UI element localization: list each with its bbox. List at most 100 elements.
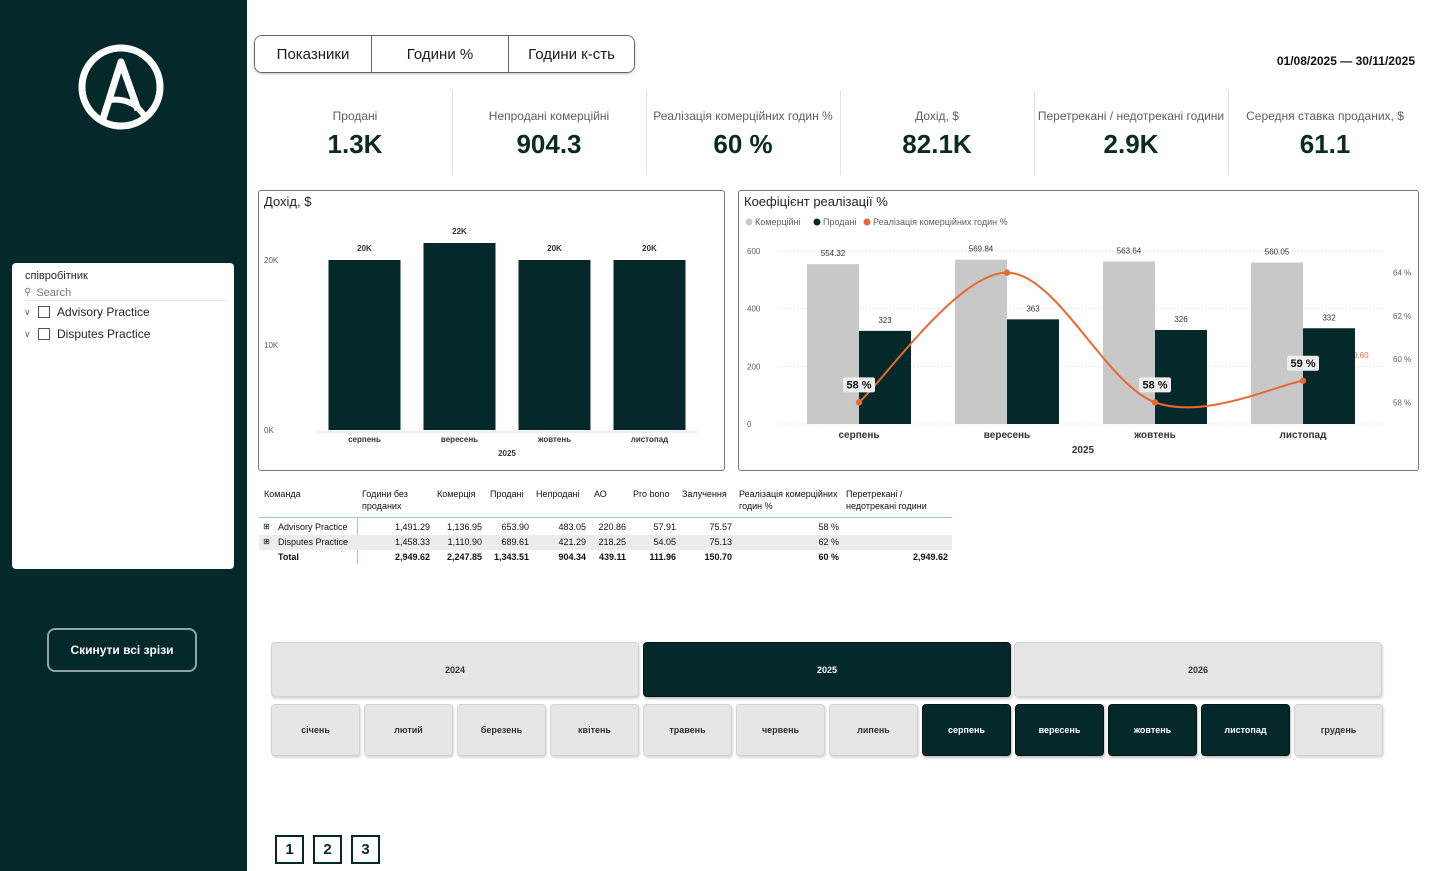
data-label: 59 % [1290, 358, 1315, 370]
tab-hours-percent[interactable]: Години % [372, 36, 509, 72]
data-label: 22K [452, 227, 467, 236]
table-cell: 57.91 [653, 522, 676, 532]
row-label: Disputes Practice [278, 537, 349, 547]
realization-point [855, 399, 863, 406]
date-separator: — [1340, 54, 1353, 68]
page-2-button[interactable]: 2 [313, 835, 342, 864]
realization-line [858, 271, 1304, 409]
table-cell: 421.29 [558, 537, 586, 547]
revenue-chart-card: Дохід, $ 0K 10K 20K 20K серпень 22K вересень 20… [258, 190, 725, 471]
table-cell: 2,949.62 [912, 552, 948, 562]
tab-hours-count[interactable]: Години к-сть [509, 36, 634, 72]
x-tick-label: серпень [838, 430, 879, 441]
tab-indicators[interactable]: Показники [255, 36, 372, 72]
kpi-divider [452, 90, 453, 175]
month-button[interactable]: листопад [1201, 704, 1290, 756]
month-button[interactable]: жовтень [1108, 704, 1197, 756]
slicer-item-advisory[interactable]: ∨ Advisory Practice [24, 305, 150, 319]
month-button[interactable]: квітень [550, 704, 639, 756]
month-button[interactable]: червень [736, 704, 825, 756]
kpi-label: Непродані комерційні [488, 109, 610, 123]
revenue-bar [518, 260, 591, 430]
month-button[interactable]: лютий [364, 704, 453, 756]
table-cell: 1,491.29 [394, 522, 430, 532]
kpi-divider [840, 90, 841, 175]
table-cell: 220.86 [598, 522, 626, 532]
reset-filters-button[interactable]: Скинути всі зрізи [47, 628, 197, 672]
table-cell: 653.90 [501, 522, 529, 532]
month-button[interactable]: вересень [1015, 704, 1104, 756]
month-button[interactable]: грудень [1294, 704, 1383, 756]
x-tick-label: листопад [1280, 430, 1328, 441]
page-1-button[interactable]: 1 [275, 835, 304, 864]
y-tick-label: 0 [747, 420, 752, 429]
matrix-header: Години без продaних [362, 489, 408, 511]
data-label: 569.84 [969, 245, 994, 254]
sold-bar [1303, 328, 1355, 424]
table-cell: 60 % [818, 552, 839, 562]
y-tick-label: 200 [747, 362, 761, 371]
row-label: Total [278, 552, 299, 562]
table-row: ⊞ Advisory Practice 1,491.29 1,136.95 653.90… [259, 520, 952, 535]
chevron-down-icon[interactable]: ∨ [24, 328, 31, 339]
data-label-bg [1287, 355, 1319, 371]
table-cell: 2,247.85 [446, 552, 482, 562]
expand-icon[interactable]: ⊞ [263, 522, 270, 531]
revenue-bar [613, 260, 686, 430]
year-button-2025[interactable]: 2025 [643, 642, 1011, 697]
kpi-value: 61.1 [1299, 129, 1351, 159]
legend-label: Продані [823, 217, 857, 227]
year-button-2026[interactable]: 2026 [1014, 642, 1382, 697]
x-tick-label: жовтень [537, 435, 571, 444]
search-placeholder: Search [36, 286, 72, 299]
kpi-value: 904.3 [516, 129, 582, 159]
x-tick-label: вересень [984, 430, 1030, 441]
table-cell: 1,458.33 [394, 537, 430, 547]
x-group-label: 2025 [498, 449, 516, 458]
expand-icon[interactable]: ⊞ [263, 537, 270, 546]
matrix-header: Комерція [437, 489, 476, 499]
realization-chart: Комерційні Продані Реалізація комерційних … [745, 217, 1411, 456]
slicer-item-disputes[interactable]: ∨ Disputes Practice [24, 327, 150, 341]
table-cell: 2,949.62 [394, 552, 430, 562]
row-label: Advisory Practice [278, 522, 348, 532]
table-cell: 58 % [818, 522, 839, 532]
month-button[interactable]: серпень [922, 704, 1011, 756]
table-cell: 75.57 [709, 522, 732, 532]
slicer-search[interactable]: ⚲ Search [24, 285, 226, 301]
checkbox[interactable] [38, 328, 50, 340]
kpi-over-under-tracked: Перетрекані / недотрекані години 2.9K [1034, 90, 1228, 175]
kpi-value: 82.1K [902, 129, 972, 159]
year-button-2024[interactable]: 2024 [271, 642, 639, 697]
chevron-down-icon[interactable]: ∨ [24, 306, 31, 317]
page-3-button[interactable]: 3 [351, 835, 380, 864]
revenue-chart: 0K 10K 20K 20K серпень 22K вересень 20K жовтень 2… [264, 227, 697, 458]
x-tick-label: листопад [631, 435, 669, 444]
commercial-bar [955, 259, 1007, 424]
data-label: 58 % [846, 379, 871, 391]
checkbox[interactable] [38, 306, 50, 318]
commercial-bar [807, 264, 859, 424]
table-cell: 1,110.90 [447, 537, 482, 547]
table-cell: 218.25 [598, 537, 626, 547]
kpi-label: Продані [332, 109, 378, 123]
legend-marker [813, 218, 821, 226]
revenue-bar [423, 243, 496, 430]
revenue-bar [328, 260, 401, 430]
data-label: 323 [878, 316, 892, 325]
data-label: 332 [1322, 313, 1336, 322]
matrix-header: Непродані [536, 489, 580, 499]
kpi-label: Реалізація комерційних годин % [653, 109, 833, 123]
y2-tick-label: 58 % [1393, 398, 1411, 407]
table-cell: 150.70 [704, 552, 732, 562]
view-tabs: Показники Години % Години к-сть [254, 35, 635, 73]
matrix-header: Продані [490, 489, 524, 499]
month-button[interactable]: січень [271, 704, 360, 756]
reference-label: 0.60 [1353, 351, 1369, 360]
commercial-bar [1251, 262, 1303, 424]
month-button[interactable]: липень [829, 704, 918, 756]
month-button[interactable]: березень [457, 704, 546, 756]
y-tick-label: 600 [747, 247, 761, 256]
table-cell: 483.05 [558, 522, 586, 532]
month-button[interactable]: травень [643, 704, 732, 756]
